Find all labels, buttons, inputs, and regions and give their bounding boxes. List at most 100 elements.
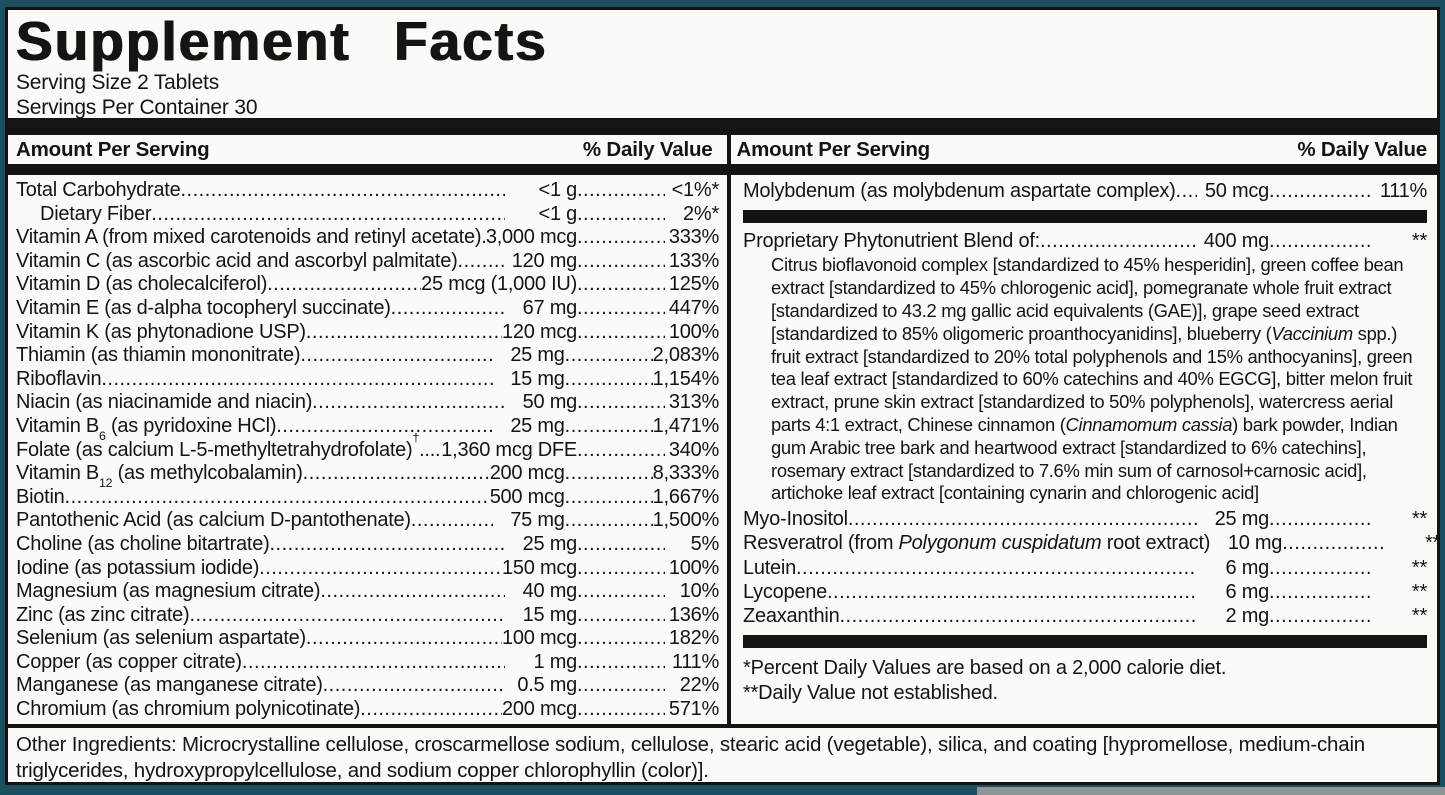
blend-latin-name: Vaccinium	[1271, 322, 1353, 344]
dot-leader: ........................................…	[577, 603, 665, 626]
nutrient-name: Vitamin E (as d-alpha tocopheryl succina…	[16, 296, 391, 319]
nutrient-row: Resveratrol (from Polygonum cuspidatum r…	[743, 531, 1437, 555]
nutrient-dv: 10%	[679, 580, 720, 603]
dot-leader: ........................................…	[577, 391, 665, 414]
nutrient-row: Proprietary Phytonutrient Blend of: ....…	[743, 229, 1427, 253]
supplement-facts-panel: Supplement Facts Serving Size 2 Tablets …	[5, 7, 1440, 785]
nutrient-name: Vitamin K (as phytonadione USP)	[16, 320, 306, 343]
other-ingredients-text: Other Ingredients: Microcrystalline cell…	[16, 733, 1365, 782]
nutrient-name: Myo-Inositol	[743, 508, 848, 531]
dot-leader: ........................................…	[577, 556, 665, 579]
nutrient-name: Magnesium (as magnesium citrate)	[16, 580, 321, 603]
dot-leader: ........................................…	[577, 532, 665, 555]
nutrient-name: Folate (as calcium L-5-methyltetrahydrof…	[16, 431, 441, 461]
dot-leader: ........................................…	[276, 414, 492, 437]
dot-leader: ........................................…	[1269, 556, 1373, 579]
dot-leader: ........................................…	[577, 273, 665, 296]
nutrient-amount: 150 mcg	[502, 556, 577, 579]
nutrient-row: Molybdenum (as molybdenum aspartate comp…	[743, 179, 1427, 203]
nutrient-amount: 1 mg	[533, 650, 578, 673]
column-headers: Amount Per Serving % Daily Value Amount …	[8, 135, 1437, 164]
dot-leader: ........................................…	[1269, 604, 1373, 627]
nutrient-row: Iodine (as potassium iodide) ...........…	[16, 557, 719, 581]
dot-leader: ........................................…	[410, 509, 493, 532]
nutrient-row: Selenium (as selenium aspartate)........…	[16, 627, 719, 651]
nutrient-name: Molybdenum (as molybdenum aspartate comp…	[743, 180, 1176, 202]
nutrient-row: Zeaxanthin..............................…	[743, 604, 1427, 628]
dot-leader: ........................................…	[269, 532, 506, 555]
nutrient-amount: 120 mcg	[502, 320, 577, 343]
footnote-not-established: **Daily Value not established.	[743, 682, 998, 705]
nutrient-amount: 2 mg	[1225, 604, 1270, 627]
facts-table: Amount Per Serving % Daily Value Amount …	[8, 135, 1437, 724]
nutrient-amount: 25 mg	[1214, 508, 1270, 531]
dot-leader: ........................................…	[1039, 230, 1197, 253]
amount-per-serving-label: Amount Per Serving	[736, 137, 931, 161]
nutrient-row: Myo-Inositol............................…	[743, 507, 1427, 531]
dot-leader: ........................................…	[189, 603, 505, 626]
footnote-daily-values: *Percent Daily Values are based on a 2,0…	[743, 657, 1227, 680]
panel-title: Supplement Facts	[16, 10, 548, 72]
dot-leader: ........................................…	[564, 485, 653, 508]
blend-description: Citrus bioflavonoid complex [standardize…	[771, 254, 1427, 505]
dot-leader: ........................................…	[564, 414, 653, 437]
column-divider	[727, 135, 731, 724]
nutrient-dv: **	[1411, 580, 1427, 603]
blend-text: Citrus bioflavonoid complex [standardize…	[771, 254, 1404, 344]
daily-value-label: % Daily Value	[582, 137, 713, 161]
dot-leader: ........................................…	[564, 462, 653, 485]
nutrient-amount: <1 g	[538, 179, 578, 201]
separator-bar-top	[8, 118, 1437, 135]
nutrient-row: Vitamin E (as d-alpha tocopheryl succina…	[16, 297, 719, 321]
nutrient-name: Zinc (as zinc citrate)	[16, 603, 190, 626]
nutrient-name: Lutein	[743, 556, 796, 579]
left-nutrient-column: Total Carbohydrate .....................…	[8, 175, 729, 724]
dot-leader: ........................................…	[151, 202, 505, 225]
nutrient-name: Iodine (as potassium iodide)	[16, 556, 260, 579]
nutrient-dv: 22%	[679, 674, 720, 697]
other-ingredients: Other Ingredients: Microcrystalline cell…	[8, 724, 1437, 782]
nutrient-name: Thiamin (as thiamin mononitrate)	[16, 344, 301, 367]
nutrient-row: Zinc (as zinc citrate) .................…	[16, 604, 719, 628]
nutrient-amount: 3,000 mcg	[485, 226, 577, 249]
left-column-header: Amount Per Serving % Daily Value	[8, 138, 723, 162]
dot-leader: ........................................…	[259, 556, 502, 579]
dot-leader: ........................................…	[796, 556, 1197, 579]
nutrient-name: Zeaxanthin	[743, 604, 840, 627]
dot-leader: ........................................…	[312, 391, 505, 414]
dot-leader: ........................................…	[1269, 180, 1373, 202]
dot-leader: ........................................…	[320, 580, 505, 603]
dot-leader: ........................................…	[577, 226, 665, 249]
nutrient-name: Vitamin B6 (as pyridoxine HCl)	[16, 414, 277, 444]
nutrient-amount: 6 mg	[1225, 580, 1270, 603]
dot-leader: ........................................…	[577, 179, 665, 201]
nutrient-amount: 1,360 mcg DFE	[441, 438, 577, 461]
dot-leader: ........................................…	[180, 179, 505, 201]
dot-leader: ........................................…	[847, 508, 1197, 531]
nutrient-name: Vitamin C (as ascorbic acid and ascorbyl…	[16, 249, 458, 272]
nutrient-amount: 50 mcg	[1204, 180, 1269, 202]
blend-text: spp.) fruit extract [standardized to 20%…	[771, 322, 1413, 435]
dot-leader: ........................................…	[827, 580, 1197, 603]
nutrient-row: Vitamin D (as cholecalciferol)..........…	[16, 273, 719, 297]
nutrient-row: Vitamin C (as ascorbic acid and ascorbyl…	[16, 250, 719, 274]
dot-leader: ........................................…	[577, 580, 665, 603]
nutrient-dv: 111%	[671, 650, 719, 673]
nutrient-amount: 15 mg	[522, 603, 578, 626]
nutrient-dv: 2,083%	[652, 344, 720, 367]
nutrient-name: Proprietary Phytonutrient Blend of:	[743, 230, 1040, 253]
nutrient-row: Thiamin (as thiamin mononitrate) .......…	[16, 344, 719, 368]
nutrient-name: Dietary Fiber	[40, 202, 152, 225]
title-block: Supplement Facts Serving Size 2 Tablets …	[8, 10, 1437, 119]
nutrient-amount: 15 mg	[510, 367, 565, 390]
dot-leader: ........................................…	[267, 273, 421, 296]
right-nutrient-column: Molybdenum (as molybdenum aspartate comp…	[729, 175, 1437, 724]
dot-leader: ........................................…	[302, 462, 490, 485]
dot-leader: ........................................…	[577, 438, 665, 461]
dot-leader: ........................................…	[360, 698, 502, 721]
nutrient-dv: 1,154%	[652, 367, 720, 390]
dot-leader: ........................................…	[564, 367, 653, 390]
dot-leader: ........................................…	[305, 627, 502, 650]
nutrient-dv: 111%	[1379, 180, 1427, 202]
